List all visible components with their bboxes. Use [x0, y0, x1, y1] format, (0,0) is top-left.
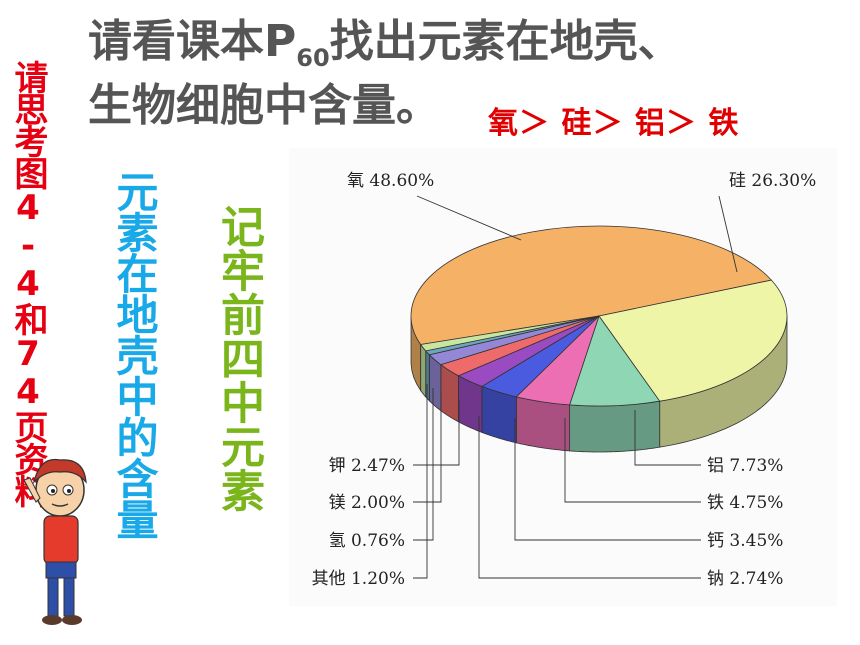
vertical-label-remember: 记牢前四中元素 [213, 204, 264, 512]
pie-depth-layer [410, 316, 788, 453]
pie-slice-0 [410, 225, 773, 345]
leader-line-0 [416, 195, 522, 241]
leader-line-2 [634, 410, 701, 466]
leader-line-9 [413, 384, 428, 579]
chart-area: 氧 48.60% 硅 26.30% 铝 7.73% 铁 4.75% 钙 3.45% 钠 2… [289, 148, 837, 606]
pie-side-9 [420, 343, 427, 398]
vertical-label-crust-content: 元素在地壳中的含量 [110, 170, 159, 539]
page-title-line2: 生物细胞中含量。 [88, 80, 440, 131]
title-suffix: 找出元素在地壳、 [329, 16, 682, 67]
cartoon-boy-icon [23, 458, 87, 625]
title-prefix: 请看课本P [88, 16, 297, 67]
pie-labels-layer: 氧 48.60% 硅 26.30% 铝 7.73% 铁 4.75% 钙 3.45% 钠 2… [312, 171, 817, 589]
pie-label-6: 钾 2.47% [329, 456, 405, 476]
vertical-label-think: 请思考图4-4和74页资料 [8, 60, 48, 506]
pie-side-2 [569, 400, 661, 453]
pie-label-3: 铁 4.75% [707, 493, 783, 513]
pie-side-8 [425, 349, 430, 402]
leader-line-7 [413, 394, 442, 503]
pie-label-5: 钠 2.74% [707, 569, 783, 589]
pie-label-2: 铝 7.73% [707, 456, 783, 476]
pie-top-layer [410, 225, 788, 407]
pie-label-8: 氢 0.76% [329, 531, 405, 551]
pie-label-7: 镁 2.00% [329, 493, 405, 513]
leader-line-5 [478, 416, 701, 579]
pie-label-9: 其他 1.20% [312, 569, 405, 589]
pie-chart: 氧 48.60% 硅 26.30% 铝 7.73% 铁 4.75% 钙 3.45% 钠 2… [312, 171, 817, 589]
leader-line-8 [413, 388, 434, 541]
pie-label-0: 氧 48.60% [347, 171, 434, 191]
leader-line-6 [413, 400, 460, 466]
leader-line-3 [564, 418, 701, 503]
pie-side-3 [515, 396, 571, 452]
pie-label-4: 钙 3.45% [707, 531, 783, 551]
pie-slice-9 [419, 315, 600, 352]
pie-label-1: 硅 26.30% [729, 171, 816, 191]
element-order-text: 氧＞ 硅＞ 铝＞ 铁 [488, 106, 740, 141]
pie-slice-1 [598, 279, 788, 402]
leader-line-4 [514, 418, 701, 541]
title-subscript: 60 [296, 44, 330, 72]
page-title-line1: 请看课本P60找出元素在地壳、 [88, 14, 682, 86]
leader-line-1 [718, 195, 738, 273]
